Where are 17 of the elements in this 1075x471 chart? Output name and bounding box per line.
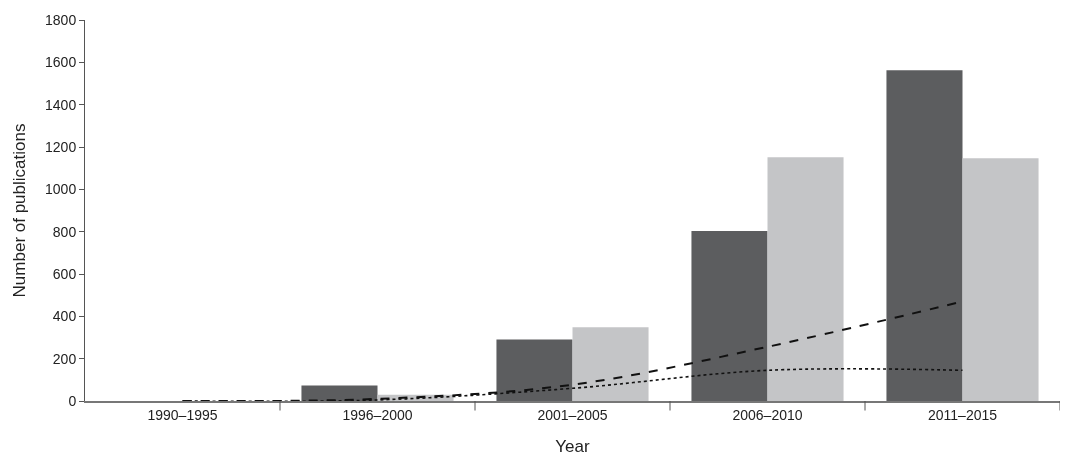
y-tick-label: 600 [52, 265, 77, 282]
y-tick-label: 800 [52, 223, 77, 240]
x-tick-label: 2006–2010 [732, 406, 803, 423]
x-tick-label: 1990–1995 [147, 406, 218, 423]
y-tick-label: 1800 [45, 11, 77, 28]
y-tick-label: 1600 [45, 54, 77, 71]
y-tick-label: 0 [68, 392, 77, 409]
x-tick-label: 2001–2005 [537, 406, 608, 423]
x-tick-label: 1996–2000 [342, 406, 413, 423]
x-axis-title: Year [555, 436, 591, 456]
y-tick-label: 400 [52, 308, 77, 325]
y-tick-label: 1400 [45, 96, 77, 113]
y-tick-label: 1200 [45, 138, 77, 155]
x-tick-label: 2011–2015 [927, 406, 998, 423]
y-tick-label: 200 [52, 350, 77, 367]
y-axis-title: Number of publications [9, 123, 29, 298]
y-tick-label: 1000 [45, 181, 77, 198]
